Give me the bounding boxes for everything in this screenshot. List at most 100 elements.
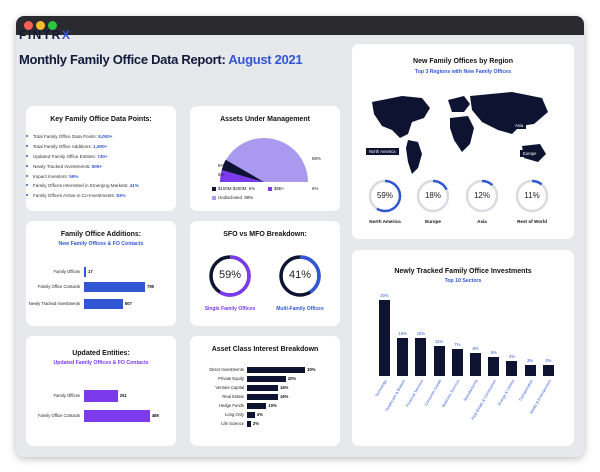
- aum-label-left-top: 6%: [218, 163, 225, 168]
- asset-class-label: Real Estate: [222, 394, 244, 399]
- asset-class-title: Asset Class Interest Breakdown: [211, 346, 319, 353]
- aum-legend-5b: $5B+: [268, 186, 284, 191]
- updated-title: Updated Entities:: [72, 350, 130, 357]
- ring-fill: [279, 255, 321, 297]
- key-data-point-3: Newly Tracked Investments: 505+: [26, 164, 182, 174]
- sector-bar: [451, 349, 463, 376]
- sector-bar-label: Consumer Goods: [424, 379, 443, 407]
- sector-bar: [506, 360, 518, 376]
- asset-class-bar: [247, 394, 278, 400]
- sector-bar: [415, 337, 427, 376]
- key-data-point-value: 41%: [129, 183, 139, 189]
- region-ring-pct: 59%: [376, 191, 393, 200]
- asset-class-bar: [247, 367, 306, 373]
- aum-title: Assets Under Management: [220, 116, 310, 123]
- sfo-mfo-title: SFO vs MFO Breakdown:: [223, 231, 307, 238]
- updated-bar-label: Family Office Contacts: [37, 413, 80, 418]
- asset-class-card: Asset Class Interest Breakdown Direct In…: [190, 336, 340, 446]
- asset-class-bar: [247, 421, 251, 427]
- sector-bar-value: 5%: [490, 349, 497, 355]
- ring-fill: [209, 255, 251, 297]
- key-data-point-label: Family Offices Interested in Emerging Ma…: [33, 183, 130, 189]
- updated-bar-label: Family Offices: [53, 393, 80, 398]
- asset-class-bar: [247, 385, 278, 391]
- sfo-mfo-ring-label: Multi-Family Offices: [276, 306, 324, 312]
- key-data-point-label: Newly Tracked Investments:: [33, 163, 92, 169]
- aum-card: Assets Under Management 6% 6% 88% $100M-…: [190, 106, 340, 211]
- asset-class-label: Life Science: [221, 421, 244, 426]
- sector-bar-label: Business Services: [441, 379, 461, 408]
- sectors-subtitle: Top 10 Sectors: [444, 278, 482, 284]
- key-data-point-5: Family Offices Interested in Emerging Ma…: [26, 183, 182, 193]
- key-data-points-card: Key Family Office Data Points:: [26, 106, 176, 211]
- sector-bar-label: Financial Services: [405, 379, 425, 408]
- key-data-point-value: 59%: [69, 173, 79, 179]
- asset-class-label: Direct Investments: [209, 367, 244, 372]
- sector-bar: [524, 364, 536, 376]
- key-data-point-1: Total Family Office Additions: 1,900+: [26, 144, 182, 154]
- additions-bar-label: Family Office Contacts: [37, 284, 80, 289]
- sector-bar-value: 6%: [472, 346, 479, 352]
- sector-bar-label: Technology: [374, 379, 388, 398]
- additions-bar-label: Family Offices: [53, 269, 80, 274]
- region-ring: [465, 179, 499, 213]
- aum-label-right: 88%: [312, 156, 321, 161]
- additions-bar: [84, 299, 123, 309]
- aum-semi-pie: [220, 138, 308, 182]
- asset-class-bar: [247, 403, 267, 409]
- asset-class-value: 16%: [280, 385, 289, 390]
- key-data-points-list: Total Family Office Data Points: 8,000+ T…: [26, 134, 182, 203]
- additions-card: Family Office Additions: New Family Offi…: [26, 221, 176, 326]
- sectors-title: Newly Tracked Family Office Investments: [394, 268, 532, 275]
- asset-class-label: Hedge Funds: [218, 403, 244, 408]
- sector-bar-label: Energy & Utilities: [497, 379, 516, 407]
- additions-bar-value: 507: [124, 301, 132, 306]
- minimize-window-button[interactable]: [36, 21, 45, 30]
- region-ring-pct: 12%: [473, 191, 490, 200]
- key-data-point-label: Impact Investors:: [33, 173, 70, 179]
- aum-label-left-bottom: 6%: [218, 172, 225, 177]
- key-data-point-value: 1,900+: [93, 143, 108, 149]
- regions-title: New Family Offices by Region: [413, 58, 513, 65]
- sfo-mfo-ring-pct: 59%: [218, 269, 242, 281]
- sfo-mfo-ring-label: Single Family Offices: [204, 306, 256, 312]
- sector-bar: [470, 353, 481, 376]
- sector-bar: [433, 345, 445, 376]
- asset-class-value: 2%: [252, 421, 259, 426]
- asset-class-label: Private Equity: [218, 376, 244, 381]
- region-ring-label: Rest of World: [517, 219, 547, 224]
- regions-card: New Family Offices by Region Top 3 Regio…: [352, 44, 574, 239]
- asset-class-label: Long Only: [224, 412, 244, 417]
- key-data-point-label: Updated Family Office Entities:: [33, 153, 98, 159]
- updated-bar-value: 489: [151, 413, 159, 418]
- updated-bar-value: 251: [119, 393, 127, 398]
- sector-bar-value: 3%: [527, 357, 534, 363]
- map-tag-asia: Asia: [512, 122, 527, 129]
- region-ring-label: Europe: [425, 219, 441, 224]
- region-ring: [368, 179, 402, 213]
- maximize-window-button[interactable]: [48, 21, 57, 30]
- sector-bar-value: 7%: [454, 342, 461, 348]
- key-data-points-title: Key Family Office Data Points:: [50, 116, 152, 123]
- aum-legend-5b-pct: 6%: [312, 186, 319, 191]
- sector-bar-label: Media & Entertainment: [529, 379, 552, 415]
- region-ring-pct: 18%: [424, 191, 441, 200]
- updated-bar: [84, 410, 150, 422]
- asset-class-value: 30%: [307, 367, 316, 372]
- sfo-mfo-ring: [279, 255, 321, 297]
- ring-fill: [515, 179, 549, 213]
- updated-subtitle: Updated Family Offices & FO Contacts: [53, 360, 149, 366]
- sector-bar-label: Healthcare & Biotech: [384, 379, 407, 412]
- world-map: [372, 92, 548, 174]
- sector-bar-label: Manufacturing: [463, 379, 479, 402]
- asset-class-bar: [247, 376, 286, 382]
- asset-class-bar: [247, 412, 255, 418]
- window-titlebar: [16, 16, 584, 35]
- additions-bar-value: 795: [147, 284, 154, 289]
- sector-bar-value: 3%: [545, 357, 552, 363]
- fintrx-logo: FINTRX: [19, 28, 72, 42]
- sector-bar: [379, 299, 390, 376]
- additions-bar-value: 17: [88, 269, 93, 274]
- close-window-button[interactable]: [24, 21, 33, 30]
- key-data-point-4: Impact Investors: 59%: [26, 174, 182, 184]
